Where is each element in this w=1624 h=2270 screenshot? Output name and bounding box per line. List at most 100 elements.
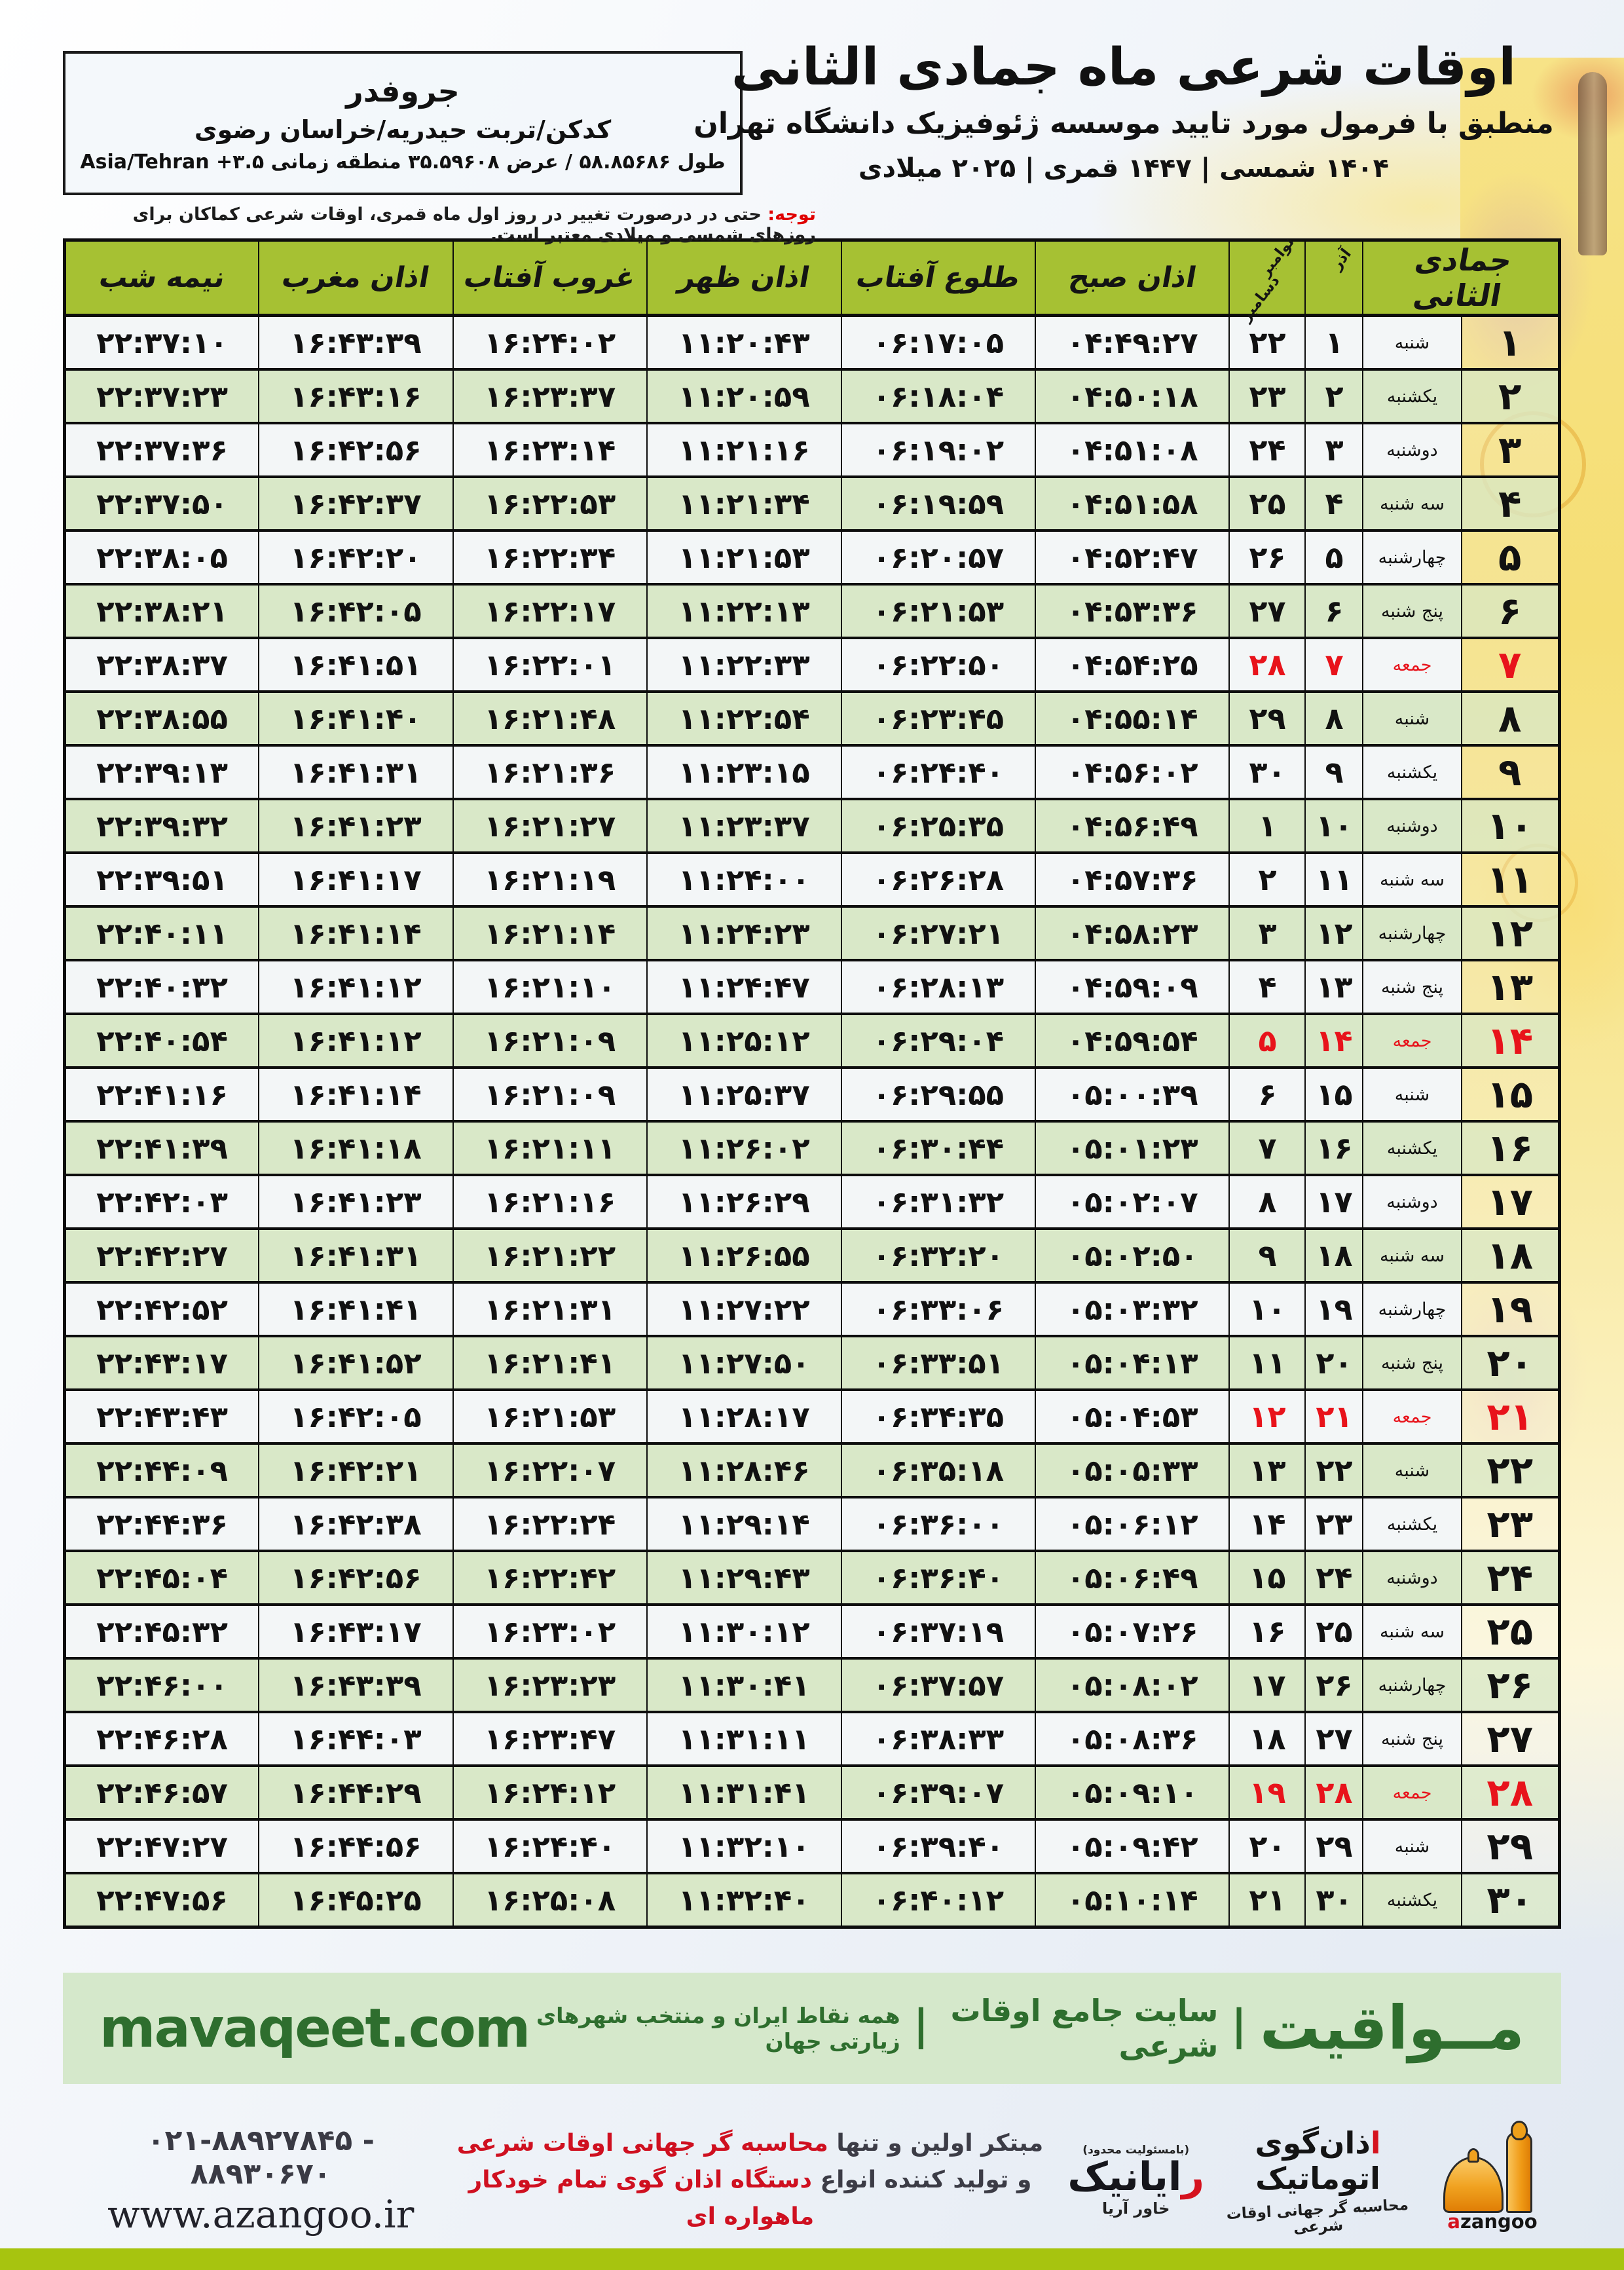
cell-time: ۱۶:۴۱:۵۲ <box>258 1335 454 1390</box>
cell-time: ۱۶:۴۴:۰۳ <box>258 1711 454 1766</box>
cell-time: ۰۴:۵۹:۰۹ <box>1034 959 1230 1014</box>
cell-azar-day: ۳ <box>1304 422 1364 477</box>
cell-time: ۰۶:۱۷:۰۵ <box>840 314 1037 370</box>
cell-time: ۱۱:۳۱:۱۱ <box>646 1711 842 1766</box>
table-row: ۲۷ پنج شنبه ۲۷ ۱۸ ۰۵:۰۸:۳۶ ۰۶:۳۸:۳۳ ۱۱:۳۱:۱۱ ۱۶… <box>64 1711 1560 1766</box>
table-row: ۱ شنبه ۱ ۲۲ ۰۴:۴۹:۲۷ ۰۶:۱۷:۰۵ ۱۱:۲۰:۴۳ ۱۶:۲۴:۰۲… <box>64 314 1560 370</box>
cell-gregorian-day: ۲۳ <box>1228 369 1306 424</box>
cell-weekday: چهارشنبه <box>1362 1658 1462 1713</box>
cell-time: ۲۲:۳۸:۳۷ <box>64 637 260 692</box>
rayanik-logo: (بامسئولیت محدود) رایانیک خاور آریا <box>1067 2144 1204 2218</box>
cell-time: ۱۶:۴۱:۵۱ <box>258 637 454 692</box>
table-row: ۶ پنج شنبه ۶ ۲۷ ۰۴:۵۳:۳۶ ۰۶:۲۱:۵۳ ۱۱:۲۲:۱۳ ۱۶:۲… <box>64 584 1560 639</box>
cell-time: ۱۶:۲۱:۱۴ <box>452 906 648 961</box>
cell-time: ۰۴:۵۱:۰۸ <box>1034 422 1230 477</box>
cell-weekday: یکشنبه <box>1362 1497 1462 1552</box>
cell-time: ۰۵:۰۲:۰۷ <box>1034 1174 1230 1229</box>
cell-time: ۱۱:۲۰:۴۳ <box>646 314 842 370</box>
azangoo-text: اذان‌گوی اتوماتیک محاسبه گر جهانی اوقات … <box>1204 2125 1431 2237</box>
cell-time: ۱۶:۴۱:۳۱ <box>258 745 454 800</box>
cell-time: ۰۶:۲۹:۵۵ <box>840 1067 1037 1122</box>
cell-gregorian-day: ۸ <box>1228 1174 1306 1229</box>
cell-time: ۱۱:۲۵:۳۷ <box>646 1067 842 1122</box>
cell-weekday: جمعه <box>1362 637 1462 692</box>
rayanik-llc-label: (بامسئولیت محدود) <box>1082 2143 1190 2157</box>
cell-gregorian-day: ۱۱ <box>1228 1335 1306 1390</box>
cell-time: ۰۶:۳۶:۰۰ <box>840 1497 1037 1552</box>
cell-gregorian-day: ۳ <box>1228 906 1306 961</box>
cell-time: ۰۶:۲۸:۱۳ <box>840 959 1037 1014</box>
cell-weekday: شنبه <box>1362 691 1462 746</box>
cell-time: ۱۶:۲۲:۱۷ <box>452 584 648 639</box>
cell-day: ۷ <box>1460 637 1560 692</box>
notice-text: حتی در درصورت تغییر در روز اول ماه قمری،… <box>132 204 816 245</box>
table-row: ۸ شنبه ۸ ۲۹ ۰۴:۵۵:۱۴ ۰۶:۲۳:۴۵ ۱۱:۲۲:۵۴ ۱۶:۲۱:۴۸… <box>64 691 1560 746</box>
cell-azar-day: ۱۷ <box>1304 1174 1364 1229</box>
cell-azar-day: ۲۶ <box>1304 1658 1364 1713</box>
cell-time: ۱۱:۲۹:۱۴ <box>646 1497 842 1552</box>
cell-time: ۱۱:۲۸:۱۷ <box>646 1389 842 1444</box>
cell-time: ۰۵:۰۶:۱۲ <box>1034 1497 1230 1552</box>
cell-day: ۲۴ <box>1460 1550 1560 1605</box>
cell-time: ۱۶:۴۱:۲۳ <box>258 798 454 853</box>
cell-time: ۰۶:۳۹:۰۷ <box>840 1765 1037 1820</box>
cell-time: ۱۶:۲۱:۳۶ <box>452 745 648 800</box>
cell-time: ۰۵:۰۳:۳۲ <box>1034 1282 1230 1337</box>
cell-azar-day: ۱۰ <box>1304 798 1364 853</box>
cell-time: ۱۶:۴۱:۲۳ <box>258 1174 454 1229</box>
cell-time: ۲۲:۳۷:۱۰ <box>64 314 260 370</box>
cell-time: ۲۲:۴۱:۱۶ <box>64 1067 260 1122</box>
cell-time: ۰۶:۳۲:۲۰ <box>840 1228 1037 1283</box>
cell-time: ۲۲:۴۳:۴۳ <box>64 1389 260 1444</box>
cell-time: ۲۲:۴۷:۲۷ <box>64 1819 260 1874</box>
cell-time: ۱۱:۲۹:۴۳ <box>646 1550 842 1605</box>
cell-day: ۳ <box>1460 422 1560 477</box>
cell-gregorian-day: ۲۵ <box>1228 476 1306 531</box>
cell-gregorian-day: ۱ <box>1228 798 1306 853</box>
cell-gregorian-day: ۲۸ <box>1228 637 1306 692</box>
cell-day: ۲۶ <box>1460 1658 1560 1713</box>
cell-time: ۰۵:۱۰:۱۴ <box>1034 1872 1230 1928</box>
cell-time: ۱۶:۲۱:۵۳ <box>452 1389 648 1444</box>
cell-time: ۲۲:۳۸:۵۵ <box>64 691 260 746</box>
cell-time: ۰۶:۳۶:۴۰ <box>840 1550 1037 1605</box>
cell-azar-day: ۱ <box>1304 314 1364 370</box>
cell-gregorian-day: ۱۷ <box>1228 1658 1306 1713</box>
cell-time: ۱۶:۲۱:۰۹ <box>452 1067 648 1122</box>
cell-time: ۲۲:۴۶:۰۰ <box>64 1658 260 1713</box>
table-row: ۱۲ چهارشنبه ۱۲ ۳ ۰۴:۵۸:۲۳ ۰۶:۲۷:۲۱ ۱۱:۲۴:۲۳ ۱۶:… <box>64 906 1560 961</box>
cell-day: ۸ <box>1460 691 1560 746</box>
cell-time: ۰۶:۲۱:۵۳ <box>840 584 1037 639</box>
cell-gregorian-day: ۱۹ <box>1228 1765 1306 1820</box>
table-row: ۱۰ دوشنبه ۱۰ ۱ ۰۴:۵۶:۴۹ ۰۶:۲۵:۳۵ ۱۱:۲۳:۳۷ ۱۶:۲۱… <box>64 798 1560 853</box>
cell-time: ۲۲:۳۷:۲۳ <box>64 369 260 424</box>
cell-time: ۰۶:۲۵:۳۵ <box>840 798 1037 853</box>
cell-gregorian-day: ۴ <box>1228 959 1306 1014</box>
cell-time: ۱۶:۲۲:۲۴ <box>452 1497 648 1552</box>
cell-time: ۰۵:۰۴:۱۳ <box>1034 1335 1230 1390</box>
cell-weekday: سه شنبه <box>1362 852 1462 907</box>
cell-time: ۰۶:۲۷:۲۱ <box>840 906 1037 961</box>
cell-time: ۰۶:۳۳:۰۶ <box>840 1282 1037 1337</box>
cell-azar-day: ۱۲ <box>1304 906 1364 961</box>
cell-time: ۱۶:۴۳:۳۹ <box>258 1658 454 1713</box>
cell-time: ۱۶:۲۲:۳۴ <box>452 530 648 585</box>
cell-time: ۱۶:۲۴:۱۲ <box>452 1765 648 1820</box>
location-box: جروفدر کدکن/تربت حیدریه/خراسان رضوی طول … <box>63 51 743 195</box>
cell-time: ۰۶:۳۵:۱۸ <box>840 1443 1037 1498</box>
mavaqeet-description: مــواقیت | سایت جامع اوقات شرعی | همه نق… <box>529 1993 1524 2064</box>
cell-time: ۰۵:۰۸:۳۶ <box>1034 1711 1230 1766</box>
cell-azar-day: ۷ <box>1304 637 1364 692</box>
table-row: ۱۷ دوشنبه ۱۷ ۸ ۰۵:۰۲:۰۷ ۰۶:۳۱:۳۲ ۱۱:۲۶:۲۹ ۱۶:۲۱… <box>64 1174 1560 1229</box>
cell-azar-day: ۲۴ <box>1304 1550 1364 1605</box>
cell-time: ۰۵:۰۴:۵۳ <box>1034 1389 1230 1444</box>
cell-time: ۲۲:۴۲:۰۳ <box>64 1174 260 1229</box>
table-row: ۲۸ جمعه ۲۸ ۱۹ ۰۵:۰۹:۱۰ ۰۶:۳۹:۰۷ ۱۱:۳۱:۴۱ ۱۶:۲۴:… <box>64 1765 1560 1820</box>
cell-time: ۰۴:۵۰:۱۸ <box>1034 369 1230 424</box>
cell-time: ۲۲:۴۴:۰۹ <box>64 1443 260 1498</box>
table-row: ۲۵ سه شنبه ۲۵ ۱۶ ۰۵:۰۷:۲۶ ۰۶:۳۷:۱۹ ۱۱:۳۰:۱۲ ۱۶:… <box>64 1604 1560 1659</box>
cell-day: ۴ <box>1460 476 1560 531</box>
cell-day: ۲۳ <box>1460 1497 1560 1552</box>
table-row: ۱۴ جمعه ۱۴ ۵ ۰۴:۵۹:۵۴ ۰۶:۲۹:۰۴ ۱۱:۲۵:۱۲ ۱۶:۲۱:۰… <box>64 1013 1560 1068</box>
